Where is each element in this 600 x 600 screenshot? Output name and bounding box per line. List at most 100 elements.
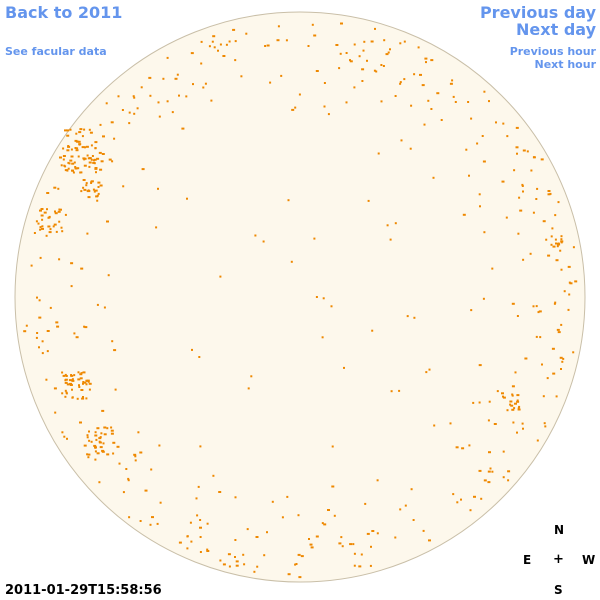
facula-speck [72,171,75,174]
facula-speck [511,408,515,411]
facula-speck [58,258,61,261]
facula-speck [206,522,209,525]
facula-speck [234,40,237,43]
facula-speck [234,556,236,558]
facula-speck [199,551,202,553]
facula-speck [321,336,324,339]
facula-speck [144,489,148,492]
facula-speck [561,360,564,363]
facula-speck [473,495,476,498]
facula-speck [36,332,39,334]
facula-speck [413,73,416,76]
facula-speck [502,395,504,398]
facula-speck [222,563,226,566]
facula-speck [67,145,70,147]
facula-speck [84,146,86,149]
facula-speck [551,347,555,350]
facula-speck [421,84,425,87]
facula-speck [235,564,239,567]
facula-speck [228,40,231,43]
facula-speck [321,522,324,525]
facula-speck [192,83,194,86]
facula-speck [23,330,27,333]
facula-speck [219,559,222,562]
back-to-year-link[interactable]: Back to 2011 [5,3,123,22]
facula-speck [108,158,112,161]
facula-speck [36,296,38,299]
facula-speck [53,186,57,189]
facula-speck [47,216,50,219]
previous-day-link[interactable]: Previous day [479,3,596,22]
facula-speck [86,232,89,235]
facula-speck [488,100,490,103]
facula-speck [86,154,89,157]
facula-speck [376,479,379,482]
facula-speck [479,205,481,208]
facula-speck [547,193,551,196]
facula-speck [46,208,48,211]
facula-speck [385,53,389,56]
facula-speck [560,368,562,370]
facula-speck [451,79,454,82]
facula-speck [202,86,205,89]
facula-speck [515,146,519,149]
facula-speck [366,59,368,62]
facula-speck [399,82,402,85]
facula-speck [64,373,67,376]
facula-speck [93,162,96,165]
facula-speck [507,479,510,482]
facula-speck [555,259,559,262]
facula-speck [191,348,193,351]
facula-speck [82,396,84,398]
facula-speck [90,144,93,147]
facula-speck [162,77,165,80]
facula-speck [39,256,42,259]
facula-speck [227,553,231,556]
facula-speck [62,158,65,161]
facula-speck [82,157,86,160]
facula-speck [568,293,571,296]
see-facular-data-link[interactable]: See facular data [5,45,107,58]
facula-speck [137,431,140,434]
facula-speck [550,235,553,238]
facula-speck [567,265,571,268]
facula-speck [518,196,521,199]
facula-speck [68,379,72,382]
facula-speck [430,59,434,62]
facula-speck [41,227,44,230]
facula-speck [535,335,538,338]
facula-speck [218,491,222,493]
next-hour-link[interactable]: Next hour [534,58,597,71]
facula-speck [77,155,80,158]
facula-speck [39,226,42,229]
facula-speck [353,43,356,46]
facula-speck [41,225,44,228]
facula-speck [186,547,189,550]
facula-speck [79,128,83,131]
facula-speck [487,419,490,422]
facula-speck [540,158,544,161]
facula-speck [536,187,539,190]
facula-speck [427,99,430,102]
facula-speck [521,422,524,425]
facula-speck [64,213,67,216]
facula-speck [513,169,516,172]
facula-speck [533,156,536,159]
next-day-link[interactable]: Next day [516,20,596,39]
compass-east: E [523,553,532,567]
facula-speck [106,220,109,223]
facula-speck [69,159,73,162]
facula-speck [208,45,211,48]
facula-speck [96,194,99,197]
facula-speck [88,190,91,192]
facula-speck [47,225,51,228]
facula-speck [59,156,62,159]
facula-speck [253,570,256,573]
facula-speck [234,59,237,62]
previous-hour-link[interactable]: Previous hour [509,45,596,58]
facula-speck [488,451,491,454]
facula-speck [200,62,203,65]
facula-speck [83,325,86,328]
facula-speck [90,182,93,184]
observation-timestamp: 2011-01-29T15:58:56 [5,583,162,598]
